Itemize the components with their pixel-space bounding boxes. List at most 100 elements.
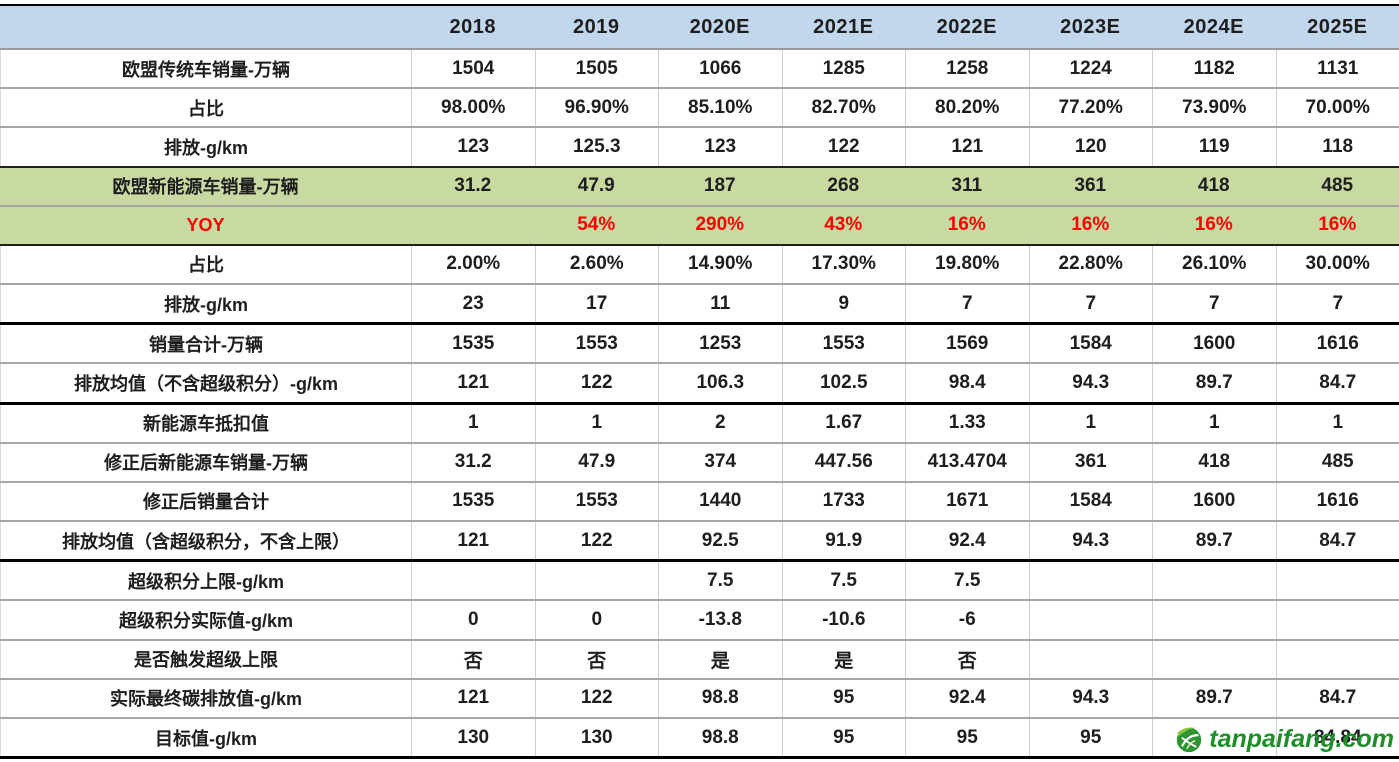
value-cell[interactable]: 91.9: [781, 522, 906, 560]
row-label-cell[interactable]: 超级积分实际值-g/km: [0, 601, 411, 639]
value-cell[interactable]: 47.9: [577, 175, 615, 197]
value-cell[interactable]: 2: [658, 404, 782, 442]
value-cell[interactable]: 89.7: [1152, 679, 1276, 717]
value-cell[interactable]: 否: [534, 640, 659, 678]
year-header-cell[interactable]: 2018: [449, 15, 496, 38]
value-cell[interactable]: 121: [905, 128, 1029, 166]
value-cell[interactable]: 361: [1074, 175, 1107, 197]
value-cell[interactable]: 1733: [781, 482, 906, 521]
row-label-cell[interactable]: 排放均值（不含超级积分）-g/km: [0, 364, 411, 402]
value-cell[interactable]: [1152, 562, 1276, 600]
value-cell[interactable]: 1182: [1152, 50, 1276, 88]
row-label-cell[interactable]: 占比: [0, 89, 411, 127]
value-cell[interactable]: 16%: [1071, 214, 1110, 236]
value-cell[interactable]: 1224: [1028, 50, 1153, 88]
value-cell[interactable]: 311: [951, 175, 983, 197]
value-cell[interactable]: [1152, 640, 1276, 678]
value-cell[interactable]: 7: [905, 285, 1029, 323]
value-cell[interactable]: 73.90%: [1152, 89, 1276, 127]
value-cell[interactable]: 16%: [947, 214, 986, 236]
year-header-cell[interactable]: 2025E: [1307, 15, 1368, 38]
value-cell[interactable]: 94.3: [1028, 364, 1153, 402]
value-cell[interactable]: 2.00%: [411, 245, 535, 284]
row-label-cell[interactable]: 是否触发超级上限: [0, 640, 411, 678]
value-cell[interactable]: 1616: [1275, 325, 1399, 363]
row-label-cell[interactable]: 修正后销量合计: [0, 482, 411, 521]
year-header-cell[interactable]: 2024E: [1183, 15, 1244, 38]
value-cell[interactable]: 43%: [824, 214, 863, 236]
value-cell[interactable]: 106.3: [658, 364, 782, 402]
value-cell[interactable]: [1028, 601, 1153, 639]
value-cell[interactable]: [1275, 601, 1399, 639]
value-cell[interactable]: 1553: [781, 325, 906, 363]
value-cell[interactable]: 80.20%: [905, 89, 1029, 127]
value-cell[interactable]: 1553: [534, 325, 659, 363]
year-header-cell[interactable]: 2022E: [936, 15, 997, 38]
value-cell[interactable]: 89.7: [1152, 522, 1276, 560]
value-cell[interactable]: 92.4: [905, 679, 1029, 717]
row-label-cell[interactable]: 销量合计-万辆: [0, 325, 411, 363]
value-cell[interactable]: [534, 562, 659, 600]
value-cell[interactable]: 1535: [411, 325, 535, 363]
row-label-cell[interactable]: YOY: [186, 214, 225, 235]
row-label-cell[interactable]: 新能源车抵扣值: [0, 404, 411, 442]
value-cell[interactable]: 1253: [658, 325, 782, 363]
value-cell[interactable]: 1584: [1028, 325, 1153, 363]
value-cell[interactable]: 26.10%: [1152, 245, 1276, 284]
year-header-cell[interactable]: 2019: [573, 15, 620, 38]
value-cell[interactable]: 1584: [1028, 482, 1153, 521]
row-label-cell[interactable]: 修正后新能源车销量-万辆: [0, 443, 411, 481]
value-cell[interactable]: 123: [658, 128, 782, 166]
value-cell[interactable]: 85.10%: [658, 89, 782, 127]
value-cell[interactable]: 1504: [411, 50, 535, 88]
value-cell[interactable]: 7.5: [781, 562, 906, 600]
value-cell[interactable]: 1600: [1152, 482, 1276, 521]
value-cell[interactable]: 92.5: [658, 522, 782, 560]
value-cell[interactable]: 1616: [1275, 482, 1399, 521]
value-cell[interactable]: 16%: [1318, 214, 1357, 236]
value-cell[interactable]: 31.2: [411, 443, 535, 481]
value-cell[interactable]: 92.4: [905, 522, 1029, 560]
value-cell[interactable]: 1.67: [781, 404, 906, 442]
value-cell[interactable]: 7: [1152, 285, 1276, 323]
value-cell[interactable]: 95: [1028, 718, 1153, 757]
row-label-cell[interactable]: 目标值-g/km: [0, 718, 411, 757]
value-cell[interactable]: 1.33: [905, 404, 1029, 442]
value-cell[interactable]: 268: [827, 175, 860, 197]
value-cell[interactable]: 418: [1197, 175, 1230, 197]
value-cell[interactable]: 1: [1152, 404, 1276, 442]
value-cell[interactable]: 17: [534, 285, 659, 323]
value-cell[interactable]: 418: [1152, 443, 1276, 481]
value-cell[interactable]: 84.7: [1275, 522, 1399, 560]
value-cell[interactable]: 95: [781, 718, 906, 757]
value-cell[interactable]: 95: [781, 679, 906, 717]
value-cell[interactable]: 1285: [781, 50, 906, 88]
year-header-cell[interactable]: [0, 6, 411, 48]
value-cell[interactable]: 1671: [905, 482, 1029, 521]
value-cell[interactable]: 14.90%: [658, 245, 782, 284]
year-header-cell[interactable]: 2021E: [813, 15, 874, 38]
value-cell[interactable]: 84.7: [1275, 679, 1399, 717]
year-header-cell[interactable]: 2023E: [1060, 15, 1121, 38]
value-cell[interactable]: [1275, 640, 1399, 678]
value-cell[interactable]: 98.8: [658, 718, 782, 757]
value-cell[interactable]: 121: [411, 522, 535, 560]
value-cell[interactable]: 82.70%: [781, 89, 906, 127]
value-cell[interactable]: 122: [781, 128, 906, 166]
value-cell[interactable]: 0: [411, 601, 535, 639]
value-cell[interactable]: 84.84: [1275, 718, 1399, 757]
value-cell[interactable]: 485: [1275, 443, 1399, 481]
value-cell[interactable]: 447.56: [781, 443, 906, 481]
row-label-cell[interactable]: 排放-g/km: [0, 128, 411, 166]
value-cell[interactable]: [1028, 640, 1153, 678]
value-cell[interactable]: -13.8: [658, 601, 782, 639]
value-cell[interactable]: 1553: [534, 482, 659, 521]
value-cell[interactable]: 187: [703, 175, 736, 197]
value-cell[interactable]: 16%: [1194, 214, 1233, 236]
value-cell[interactable]: 118: [1275, 128, 1399, 166]
value-cell[interactable]: 413.4704: [905, 443, 1029, 481]
value-cell[interactable]: 1440: [658, 482, 782, 521]
value-cell[interactable]: -10.6: [781, 601, 906, 639]
value-cell[interactable]: 22.80%: [1028, 245, 1153, 284]
value-cell[interactable]: 1505: [534, 50, 659, 88]
